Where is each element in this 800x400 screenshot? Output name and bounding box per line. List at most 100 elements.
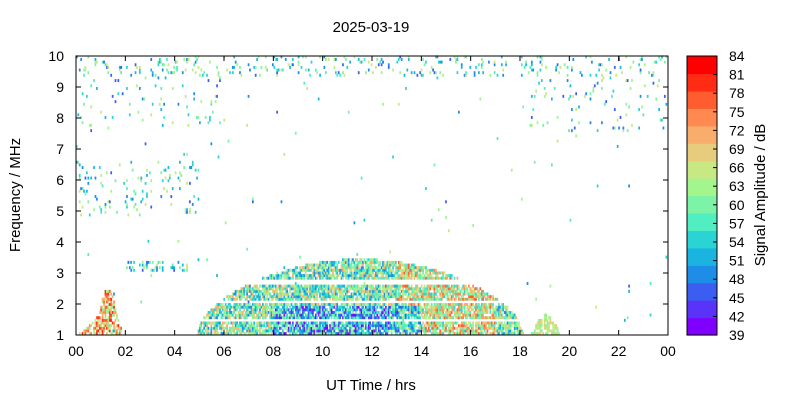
heatmap-cell [207, 326, 210, 330]
heatmap-cell [274, 58, 277, 61]
heatmap-cell [364, 268, 367, 272]
heatmap-cell [413, 274, 416, 278]
heatmap-cell [179, 179, 181, 183]
heatmap-cell [500, 303, 503, 307]
heatmap-cell [406, 68, 409, 72]
heatmap-cell [322, 303, 324, 307]
heatmap-cell [107, 65, 110, 69]
heatmap-cell [362, 308, 364, 312]
heatmap-cell [113, 326, 115, 330]
heatmap-cell [349, 326, 351, 330]
heatmap-cell [304, 68, 307, 72]
heatmap-cell [359, 308, 361, 312]
heatmap-cell [399, 287, 402, 291]
heatmap-cell [337, 321, 340, 325]
heatmap-cell [399, 55, 402, 59]
heatmap-cell [383, 329, 386, 333]
heatmap-cell [482, 60, 485, 64]
heatmap-cell [111, 94, 114, 98]
heatmap-cell [403, 73, 406, 77]
heatmap-cell [342, 268, 344, 272]
heatmap-cell [455, 332, 457, 335]
heatmap-cell [490, 295, 493, 299]
heatmap-cell [559, 65, 562, 69]
heatmap-cell [98, 326, 101, 330]
heatmap-cell [395, 287, 397, 291]
heatmap-cell [256, 295, 258, 299]
heatmap-cell [267, 324, 270, 328]
heatmap-cell [323, 292, 326, 296]
heatmap-cell [447, 313, 450, 317]
heatmap-cell [472, 289, 475, 293]
heatmap-cell [217, 73, 220, 77]
heatmap-cell [322, 266, 324, 270]
heatmap-cell [476, 287, 479, 291]
heatmap-cell [216, 321, 218, 325]
heatmap-cell [110, 305, 113, 309]
heatmap-cell [106, 310, 108, 314]
heatmap-cell [367, 292, 370, 296]
heatmap-cell [417, 274, 420, 278]
heatmap-cell [319, 260, 321, 264]
heatmap-cell [270, 310, 273, 314]
heatmap-cell [214, 305, 217, 309]
heatmap-cell [427, 295, 430, 299]
heatmap-cell [346, 295, 349, 299]
heatmap-cell [307, 266, 310, 270]
heatmap-cell [274, 316, 277, 320]
heatmap-cell [460, 287, 463, 291]
heatmap-cell [108, 200, 111, 204]
heatmap-cell [251, 316, 254, 320]
heatmap-cell [400, 310, 403, 314]
heatmap-cell [366, 266, 369, 270]
heatmap-cell [239, 316, 241, 320]
heatmap-cell [390, 271, 393, 275]
heatmap-cell [369, 321, 372, 325]
heatmap-cell [196, 116, 198, 119]
heatmap-cell [392, 292, 394, 296]
heatmap-cell [313, 305, 316, 309]
heatmap-cell [261, 287, 264, 291]
heatmap-cell [395, 263, 397, 267]
heatmap-cell [369, 324, 372, 328]
heatmap-cell [293, 329, 296, 333]
heatmap-cell [83, 189, 85, 193]
heatmap-cell [385, 316, 387, 320]
heatmap-cell [264, 321, 267, 325]
heatmap-cell [423, 289, 426, 293]
heatmap-cell [336, 316, 339, 320]
heatmap-cell [417, 321, 420, 325]
heatmap-cell [389, 308, 392, 312]
heatmap-cell [96, 197, 98, 201]
heatmap-cell [437, 303, 440, 307]
heatmap-cell [317, 289, 320, 293]
heatmap-cell [269, 295, 271, 299]
heatmap-cell [216, 274, 218, 278]
heatmap-cell [500, 63, 503, 67]
heatmap-cell [450, 316, 453, 320]
heatmap-cell [158, 58, 161, 61]
heatmap-cell [427, 308, 430, 312]
heatmap-cell [302, 332, 304, 335]
heatmap-cell [100, 324, 103, 328]
heatmap-cell [224, 308, 227, 312]
heatmap-cell [113, 310, 115, 314]
heatmap-cell [306, 266, 309, 270]
colorbar-tick-label: 54 [729, 234, 745, 250]
heatmap-cell [417, 266, 420, 270]
heatmap-cell [274, 324, 277, 328]
heatmap-cell [350, 271, 353, 275]
heatmap-cell [375, 295, 377, 299]
heatmap-cell [237, 316, 240, 320]
heatmap-cell [395, 303, 397, 307]
heatmap-cell [457, 324, 460, 328]
heatmap-cell [632, 60, 635, 64]
heatmap-cell [277, 276, 280, 280]
heatmap-cell [303, 276, 306, 280]
heatmap-cell [101, 297, 104, 301]
heatmap-cell [322, 274, 324, 278]
heatmap-cell [319, 295, 321, 299]
heatmap-cell [266, 276, 269, 280]
heatmap-cell [380, 332, 383, 335]
heatmap-cell [216, 84, 218, 88]
